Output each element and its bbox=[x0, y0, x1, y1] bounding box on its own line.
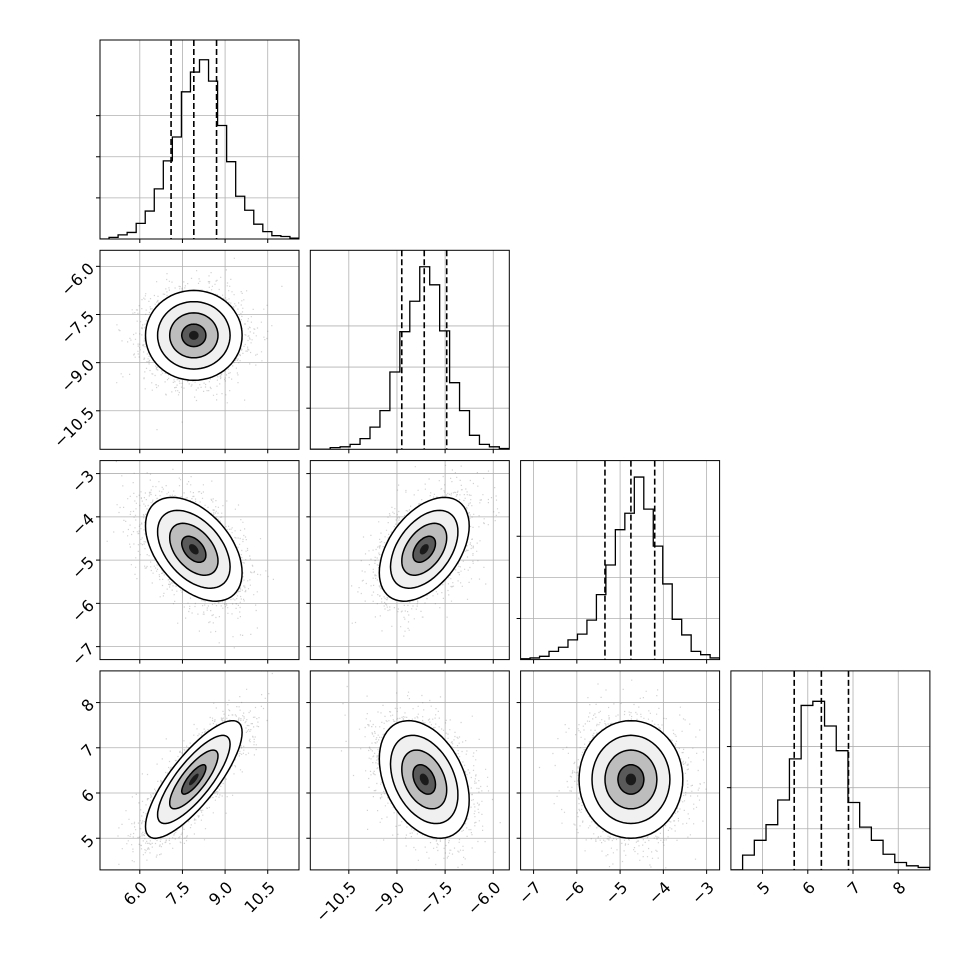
contour-line-3 bbox=[156, 509, 231, 589]
contour-line-4 bbox=[144, 719, 243, 839]
y-tick-label: −9.0 bbox=[57, 355, 98, 396]
density-fill bbox=[419, 773, 429, 786]
y-tick-label: −3 bbox=[68, 466, 98, 496]
scatter-panel-4-1: 5 6 7 8 6.0 7.5 9.0 10.5 bbox=[77, 670, 300, 917]
contour-line-3 bbox=[591, 734, 671, 825]
x-tick-label: 9.0 bbox=[205, 878, 236, 909]
density-fill bbox=[625, 773, 637, 786]
histogram-step-line bbox=[100, 59, 299, 239]
histogram-panel-1 bbox=[96, 39, 300, 243]
x-tick-label: 6.0 bbox=[120, 878, 151, 909]
contour-line-3 bbox=[389, 509, 459, 589]
scatter-panel-2-1: −10.5 −9.0 −7.5 −6.0 bbox=[50, 249, 300, 454]
density-fill bbox=[189, 330, 199, 340]
panel-content bbox=[310, 670, 510, 870]
x-tick-label: −5 bbox=[601, 878, 631, 908]
y-tick-label: −6.0 bbox=[57, 259, 98, 300]
x-tick-label: −3 bbox=[688, 878, 718, 908]
x-tick-label: 7 bbox=[844, 878, 865, 899]
contour-line-3 bbox=[156, 734, 231, 825]
y-tick-label: −5 bbox=[68, 553, 98, 583]
panel-content bbox=[520, 460, 720, 660]
panel-content bbox=[310, 460, 510, 660]
contour-line-1 bbox=[180, 323, 207, 348]
x-tick-label: −9.0 bbox=[367, 878, 408, 919]
x-tick-label: 5 bbox=[753, 878, 774, 899]
contour-line-4 bbox=[378, 719, 470, 839]
histogram-step-line bbox=[730, 700, 930, 870]
contour-line-2 bbox=[168, 749, 219, 810]
panel-frame bbox=[309, 249, 510, 450]
scatter-panel-3-1: −7 −6 −5 −4 −3 bbox=[68, 460, 300, 669]
contour-line-2 bbox=[401, 522, 448, 576]
contour-line-1 bbox=[412, 764, 437, 795]
y-tick-label: 5 bbox=[77, 831, 98, 852]
x-tick-label: −6 bbox=[558, 878, 588, 908]
y-tick-label: −6 bbox=[68, 596, 98, 626]
contour-line-2 bbox=[168, 522, 219, 576]
y-tick-label: 6 bbox=[77, 786, 98, 807]
panel-content bbox=[100, 670, 299, 870]
x-tick-label: 6 bbox=[798, 878, 819, 899]
x-tick-label: −10.5 bbox=[312, 878, 360, 926]
panel-frame bbox=[309, 670, 510, 871]
panel-frame bbox=[99, 670, 300, 871]
histogram-panel-3 bbox=[516, 460, 721, 664]
panel-content bbox=[730, 670, 930, 870]
histogram-step-line bbox=[310, 266, 510, 450]
x-tick-label: −6.0 bbox=[464, 878, 505, 919]
contour-line-4 bbox=[144, 289, 243, 382]
y-tick-label: 7 bbox=[77, 740, 98, 761]
panel-frame bbox=[730, 670, 931, 871]
x-tick-label: 7.5 bbox=[162, 878, 193, 909]
contour-line-4 bbox=[578, 719, 684, 839]
histogram-panel-4: 5 6 7 8 bbox=[726, 670, 931, 899]
contour-line-2 bbox=[401, 749, 448, 810]
y-tick-label: −10.5 bbox=[50, 403, 98, 451]
contour-line-1 bbox=[412, 535, 437, 564]
contour-line-2 bbox=[168, 312, 219, 359]
scatter-panel-4-2: −10.5 −9.0 −7.5 −6.0 bbox=[306, 670, 510, 926]
scatter-panel-3-2 bbox=[306, 460, 510, 664]
y-tick-label: 8 bbox=[77, 695, 98, 716]
x-tick-label: −7 bbox=[515, 878, 545, 908]
panel-content bbox=[310, 250, 510, 450]
density-fill bbox=[189, 773, 199, 786]
y-tick-label: −4 bbox=[68, 509, 98, 539]
histogram-panel-2 bbox=[306, 249, 510, 454]
contour-line-4 bbox=[378, 496, 470, 602]
density-fill bbox=[419, 544, 429, 555]
panel-content bbox=[520, 670, 720, 870]
panel-content bbox=[100, 40, 299, 239]
contour-line-1 bbox=[180, 764, 207, 795]
panel-content bbox=[100, 460, 299, 660]
contour-line-4 bbox=[144, 496, 243, 602]
density-fill bbox=[189, 544, 199, 555]
x-tick-label: −4 bbox=[645, 878, 675, 908]
y-tick-label: −7.5 bbox=[57, 307, 98, 348]
panel-frame bbox=[99, 39, 300, 240]
x-tick-label: 10.5 bbox=[240, 878, 279, 917]
panel-frame bbox=[99, 249, 300, 450]
y-tick-label: −7 bbox=[68, 639, 98, 669]
x-tick-label: −7.5 bbox=[416, 878, 457, 919]
panel-content bbox=[100, 250, 299, 450]
x-tick-label: 8 bbox=[889, 878, 910, 899]
contour-line-2 bbox=[604, 749, 658, 810]
histogram-step-line bbox=[520, 476, 720, 660]
contour-line-3 bbox=[389, 734, 459, 825]
scatter-panel-4-3: −7 −6 −5 −4 −3 bbox=[515, 670, 721, 908]
contour-line-3 bbox=[156, 300, 231, 370]
contour-line-1 bbox=[180, 535, 207, 564]
contour-line-1 bbox=[617, 763, 645, 795]
